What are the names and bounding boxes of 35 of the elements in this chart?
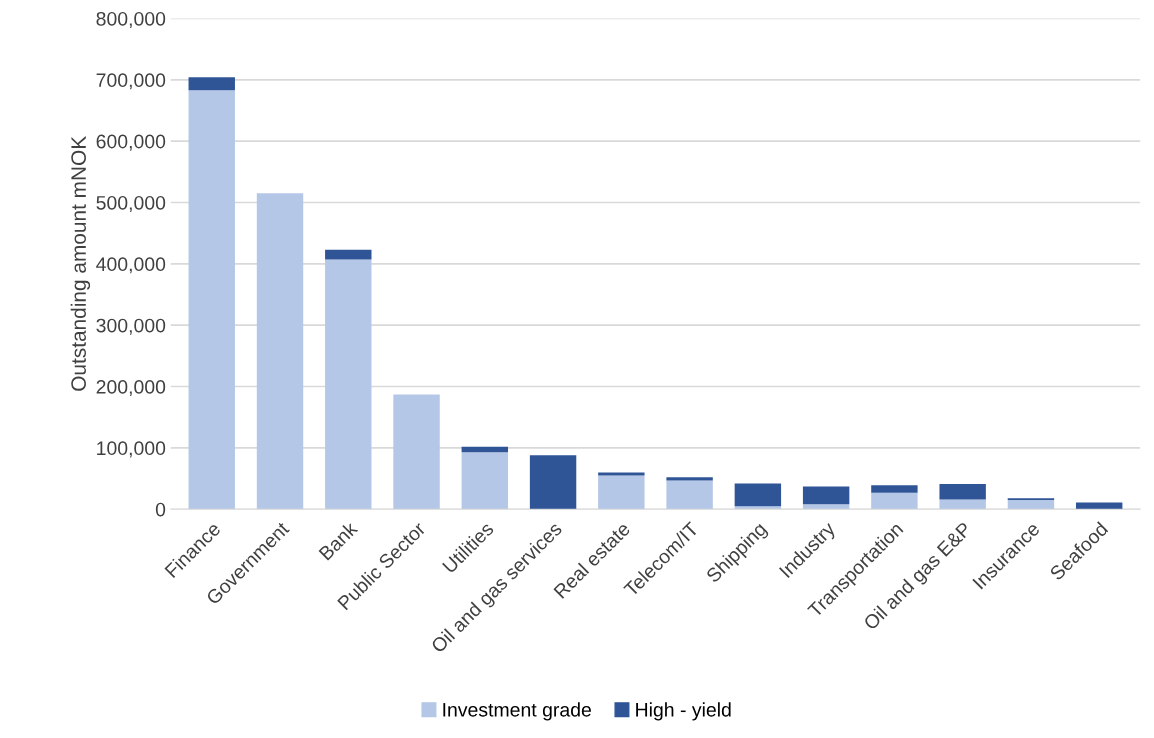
bar bbox=[802, 504, 850, 510]
bar bbox=[666, 477, 713, 481]
bar bbox=[461, 452, 509, 510]
bar bbox=[871, 492, 918, 510]
y-axis-title: Outstanding amount mNOK bbox=[70, 136, 91, 391]
y-tick-label: 700,000 bbox=[96, 73, 166, 90]
y-tick-label: 300,000 bbox=[96, 318, 166, 335]
bar bbox=[188, 90, 235, 510]
y-tick-label: 0 bbox=[155, 502, 166, 517]
bar bbox=[325, 259, 372, 510]
y-tick-label: 100,000 bbox=[97, 441, 166, 458]
bar bbox=[1075, 502, 1123, 510]
y-tick-label: 200,000 bbox=[96, 380, 166, 397]
y-tick-label: 500,000 bbox=[96, 195, 166, 213]
bar bbox=[325, 249, 372, 260]
bar bbox=[598, 475, 645, 510]
bar bbox=[188, 77, 235, 91]
bar bbox=[461, 446, 509, 453]
bar bbox=[939, 484, 986, 500]
y-tick-label: 600,000 bbox=[96, 134, 166, 151]
bar bbox=[256, 193, 304, 510]
bar bbox=[802, 486, 850, 505]
legend-label: Investment grade bbox=[443, 702, 591, 721]
bar bbox=[871, 485, 918, 493]
bar bbox=[734, 506, 782, 510]
y-tick-label: 400,000 bbox=[96, 257, 166, 274]
legend-label: High - yield bbox=[636, 702, 731, 721]
bar bbox=[598, 472, 645, 476]
bar bbox=[529, 455, 577, 510]
bar bbox=[939, 499, 986, 510]
bar bbox=[1007, 500, 1055, 510]
bar bbox=[393, 394, 440, 510]
bar bbox=[666, 480, 713, 510]
y-tick-label: 800,000 bbox=[96, 11, 166, 28]
bar bbox=[734, 483, 782, 507]
